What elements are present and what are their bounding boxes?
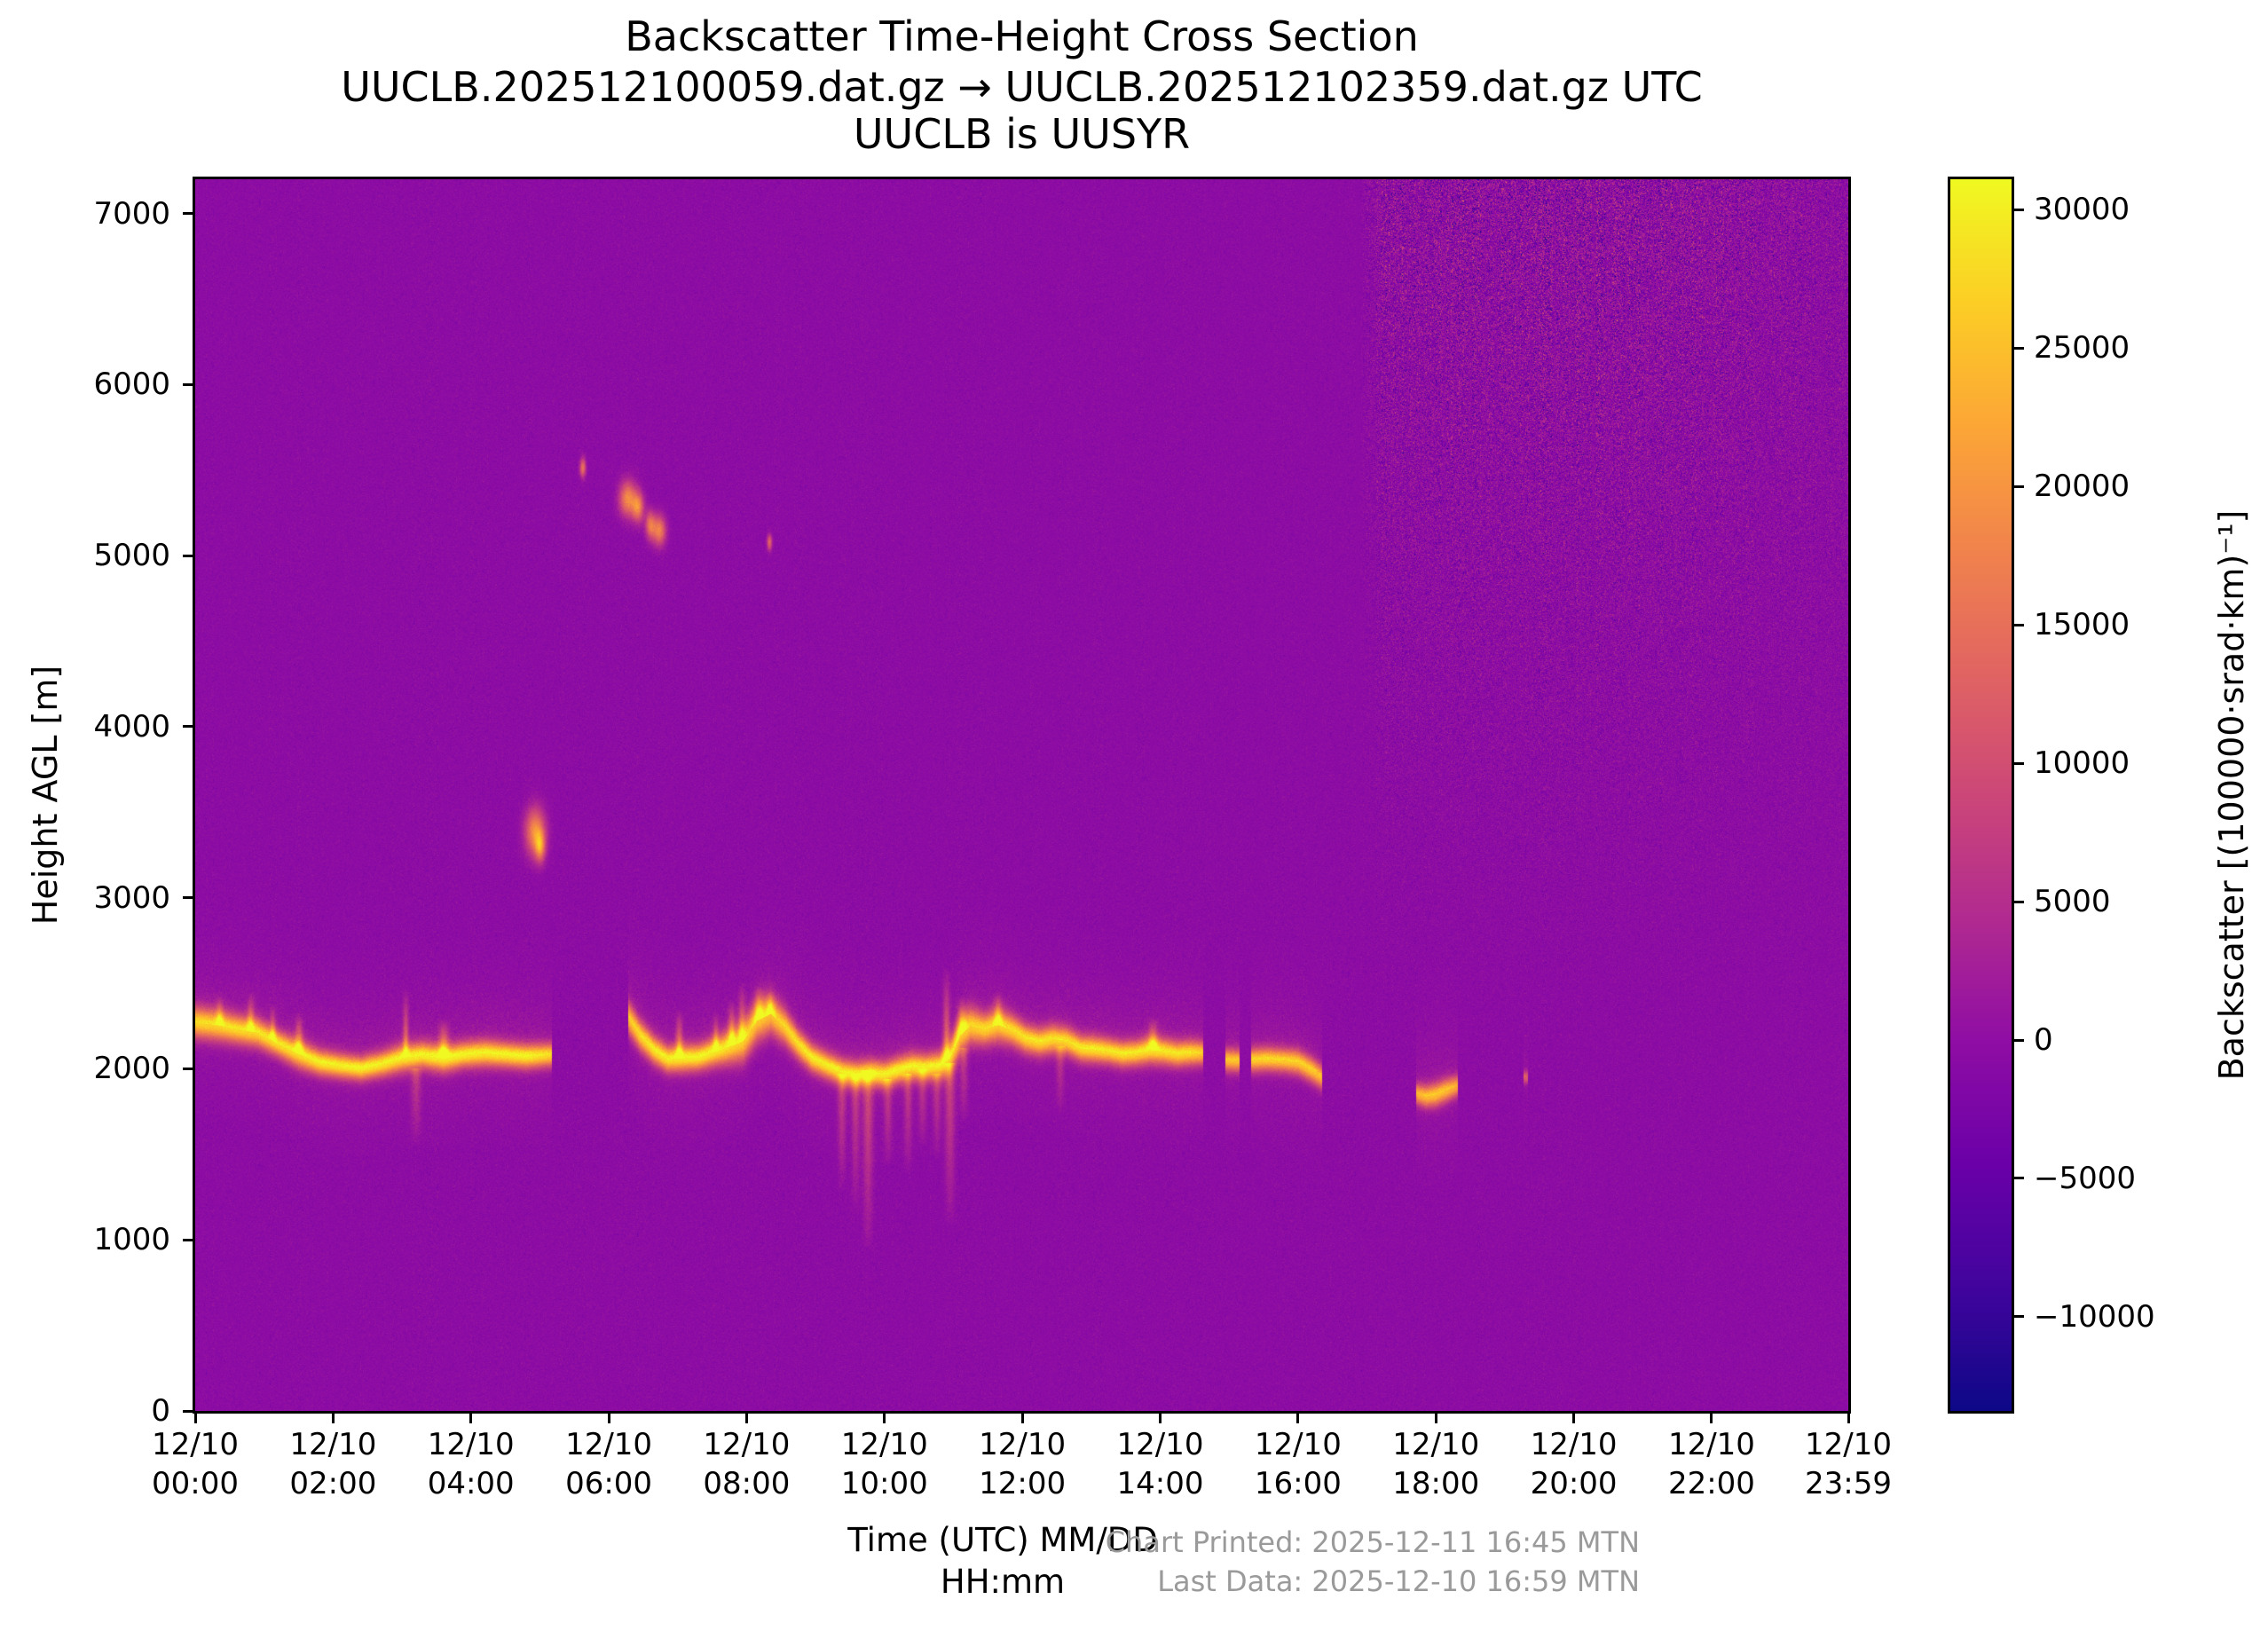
y-tick-mark xyxy=(183,212,195,216)
x-tick-text: 06:00 xyxy=(565,1466,653,1501)
x-tick-label: 12/10 23:59 xyxy=(1777,1425,1919,1503)
y-tick-label: 5000 xyxy=(93,538,170,574)
x-tick-mark xyxy=(1710,1411,1713,1423)
colorbar-tick-label: 25000 xyxy=(2034,330,2130,366)
x-tick-text: 04:00 xyxy=(427,1466,515,1501)
colorbar-gradient xyxy=(1950,179,2012,1411)
x-tick-label: 12/10 22:00 xyxy=(1641,1425,1783,1503)
y-tick-label: 1000 xyxy=(93,1222,170,1258)
x-tick-label: 12/10 14:00 xyxy=(1090,1425,1232,1503)
x-tick-label: 12/10 18:00 xyxy=(1365,1425,1507,1503)
x-tick-label: 12/10 10:00 xyxy=(814,1425,956,1503)
y-tick-label: 4000 xyxy=(93,708,170,745)
chart-title: Backscatter Time-Height Cross Section xyxy=(625,12,1419,60)
y-tick-label: 0 xyxy=(151,1393,170,1429)
footer-last-data: Last Data: 2025-12-10 16:59 MTN xyxy=(1157,1564,1640,1598)
x-tick-text: 22:00 xyxy=(1667,1466,1755,1501)
y-tick-label: 2000 xyxy=(93,1051,170,1087)
chart-subtitle-station: UUCLB is UUSYR xyxy=(853,110,1191,158)
y-tick-mark xyxy=(183,896,195,900)
footer-chart-printed: Chart Printed: 2025-12-11 16:45 MTN xyxy=(1105,1525,1640,1559)
x-tick-mark xyxy=(193,1411,197,1423)
colorbar-tick-mark xyxy=(2012,1177,2024,1180)
colorbar-tick-label: 20000 xyxy=(2034,469,2130,505)
chart-subtitle-files: UUCLB.202512100059.dat.gz → UUCLB.202512… xyxy=(341,63,1703,111)
x-tick-text: 12/10 xyxy=(1667,1427,1755,1462)
x-tick-text: 12/10 xyxy=(1254,1427,1342,1462)
x-axis-label: Time (UTC) MM/DD HH:mm xyxy=(293,1519,1713,1603)
colorbar-tick-mark xyxy=(2012,900,2024,903)
x-tick-label: 12/10 08:00 xyxy=(675,1425,817,1503)
x-tick-label: 12/10 00:00 xyxy=(124,1425,266,1503)
x-tick-text: 08:00 xyxy=(703,1466,791,1501)
x-tick-mark xyxy=(1434,1411,1437,1423)
y-tick-mark xyxy=(183,1409,195,1413)
colorbar-tick-mark xyxy=(2012,623,2024,626)
x-tick-mark xyxy=(331,1411,335,1423)
y-tick-mark xyxy=(183,382,195,386)
x-tick-text: 12/10 xyxy=(703,1427,791,1462)
colorbar-tick-label: −5000 xyxy=(2034,1160,2137,1196)
x-tick-text: 12/10 xyxy=(840,1427,928,1462)
colorbar-tick-mark xyxy=(2012,346,2024,350)
x-tick-text: 12/10 xyxy=(1530,1427,1618,1462)
colorbar-tick-label: 10000 xyxy=(2034,745,2130,782)
x-tick-mark xyxy=(744,1411,748,1423)
x-tick-text: 12/10 xyxy=(427,1427,515,1462)
x-tick-text: 12/10 xyxy=(152,1427,239,1462)
x-tick-mark xyxy=(1847,1411,1850,1423)
colorbar-tick-mark xyxy=(2012,1038,2024,1042)
x-tick-label: 12/10 20:00 xyxy=(1503,1425,1645,1503)
colorbar-tick-mark xyxy=(2012,208,2024,211)
x-tick-text: 12/10 xyxy=(289,1427,377,1462)
x-tick-mark xyxy=(1296,1411,1300,1423)
x-tick-label: 12/10 02:00 xyxy=(262,1425,404,1503)
x-axis-label-line1: Time (UTC) MM/DD xyxy=(847,1521,1158,1559)
y-tick-mark xyxy=(183,725,195,729)
y-tick-label: 3000 xyxy=(93,879,170,916)
x-tick-text: 12/10 xyxy=(979,1427,1067,1462)
x-tick-label: 12/10 12:00 xyxy=(951,1425,1093,1503)
colorbar-tick-mark xyxy=(2012,761,2024,765)
x-tick-text: 12/10 xyxy=(1116,1427,1204,1462)
x-tick-label: 12/10 06:00 xyxy=(538,1425,680,1503)
x-tick-mark xyxy=(1159,1411,1162,1423)
colorbar-tick-mark xyxy=(2012,485,2024,488)
colorbar-tick-label: 5000 xyxy=(2034,884,2111,920)
x-tick-text: 16:00 xyxy=(1254,1466,1342,1501)
colorbar-tick-label: 0 xyxy=(2034,1022,2053,1059)
x-axis-label-line2: HH:mm xyxy=(940,1563,1066,1601)
x-tick-mark xyxy=(469,1411,473,1423)
chart-subtitle: UUCLB.202512100059.dat.gz → UUCLB.202512… xyxy=(195,64,1848,158)
x-tick-text: 20:00 xyxy=(1530,1466,1618,1501)
x-tick-text: 10:00 xyxy=(840,1466,928,1501)
x-tick-mark xyxy=(883,1411,886,1423)
x-tick-label: 12/10 16:00 xyxy=(1227,1425,1369,1503)
x-tick-text: 02:00 xyxy=(289,1466,377,1501)
x-tick-text: 00:00 xyxy=(152,1466,239,1501)
x-tick-text: 12/10 xyxy=(1805,1427,1892,1462)
x-tick-text: 12/10 xyxy=(565,1427,653,1462)
colorbar-tick-mark xyxy=(2012,1315,2024,1319)
colorbar-tick-label: 15000 xyxy=(2034,607,2130,643)
x-tick-mark xyxy=(1020,1411,1024,1423)
footer-timestamps: Chart Printed: 2025-12-11 16:45 MTN Last… xyxy=(841,1523,1640,1601)
x-tick-text: 12/10 xyxy=(1392,1427,1480,1462)
x-tick-label: 12/10 04:00 xyxy=(400,1425,542,1503)
heatmap-canvas xyxy=(195,179,1848,1411)
x-tick-text: 12:00 xyxy=(979,1466,1067,1501)
x-tick-text: 14:00 xyxy=(1116,1466,1204,1501)
y-tick-mark xyxy=(183,1238,195,1241)
x-tick-text: 23:59 xyxy=(1805,1466,1892,1501)
colorbar-tick-label: 30000 xyxy=(2034,192,2130,228)
colorbar-tick-label: −10000 xyxy=(2034,1298,2155,1335)
y-tick-label: 6000 xyxy=(93,366,170,403)
y-tick-mark xyxy=(183,554,195,557)
y-tick-mark xyxy=(183,1067,195,1070)
x-tick-text: 18:00 xyxy=(1392,1466,1480,1501)
x-tick-mark xyxy=(607,1411,610,1423)
x-tick-mark xyxy=(1572,1411,1576,1423)
y-tick-label: 7000 xyxy=(93,195,170,232)
